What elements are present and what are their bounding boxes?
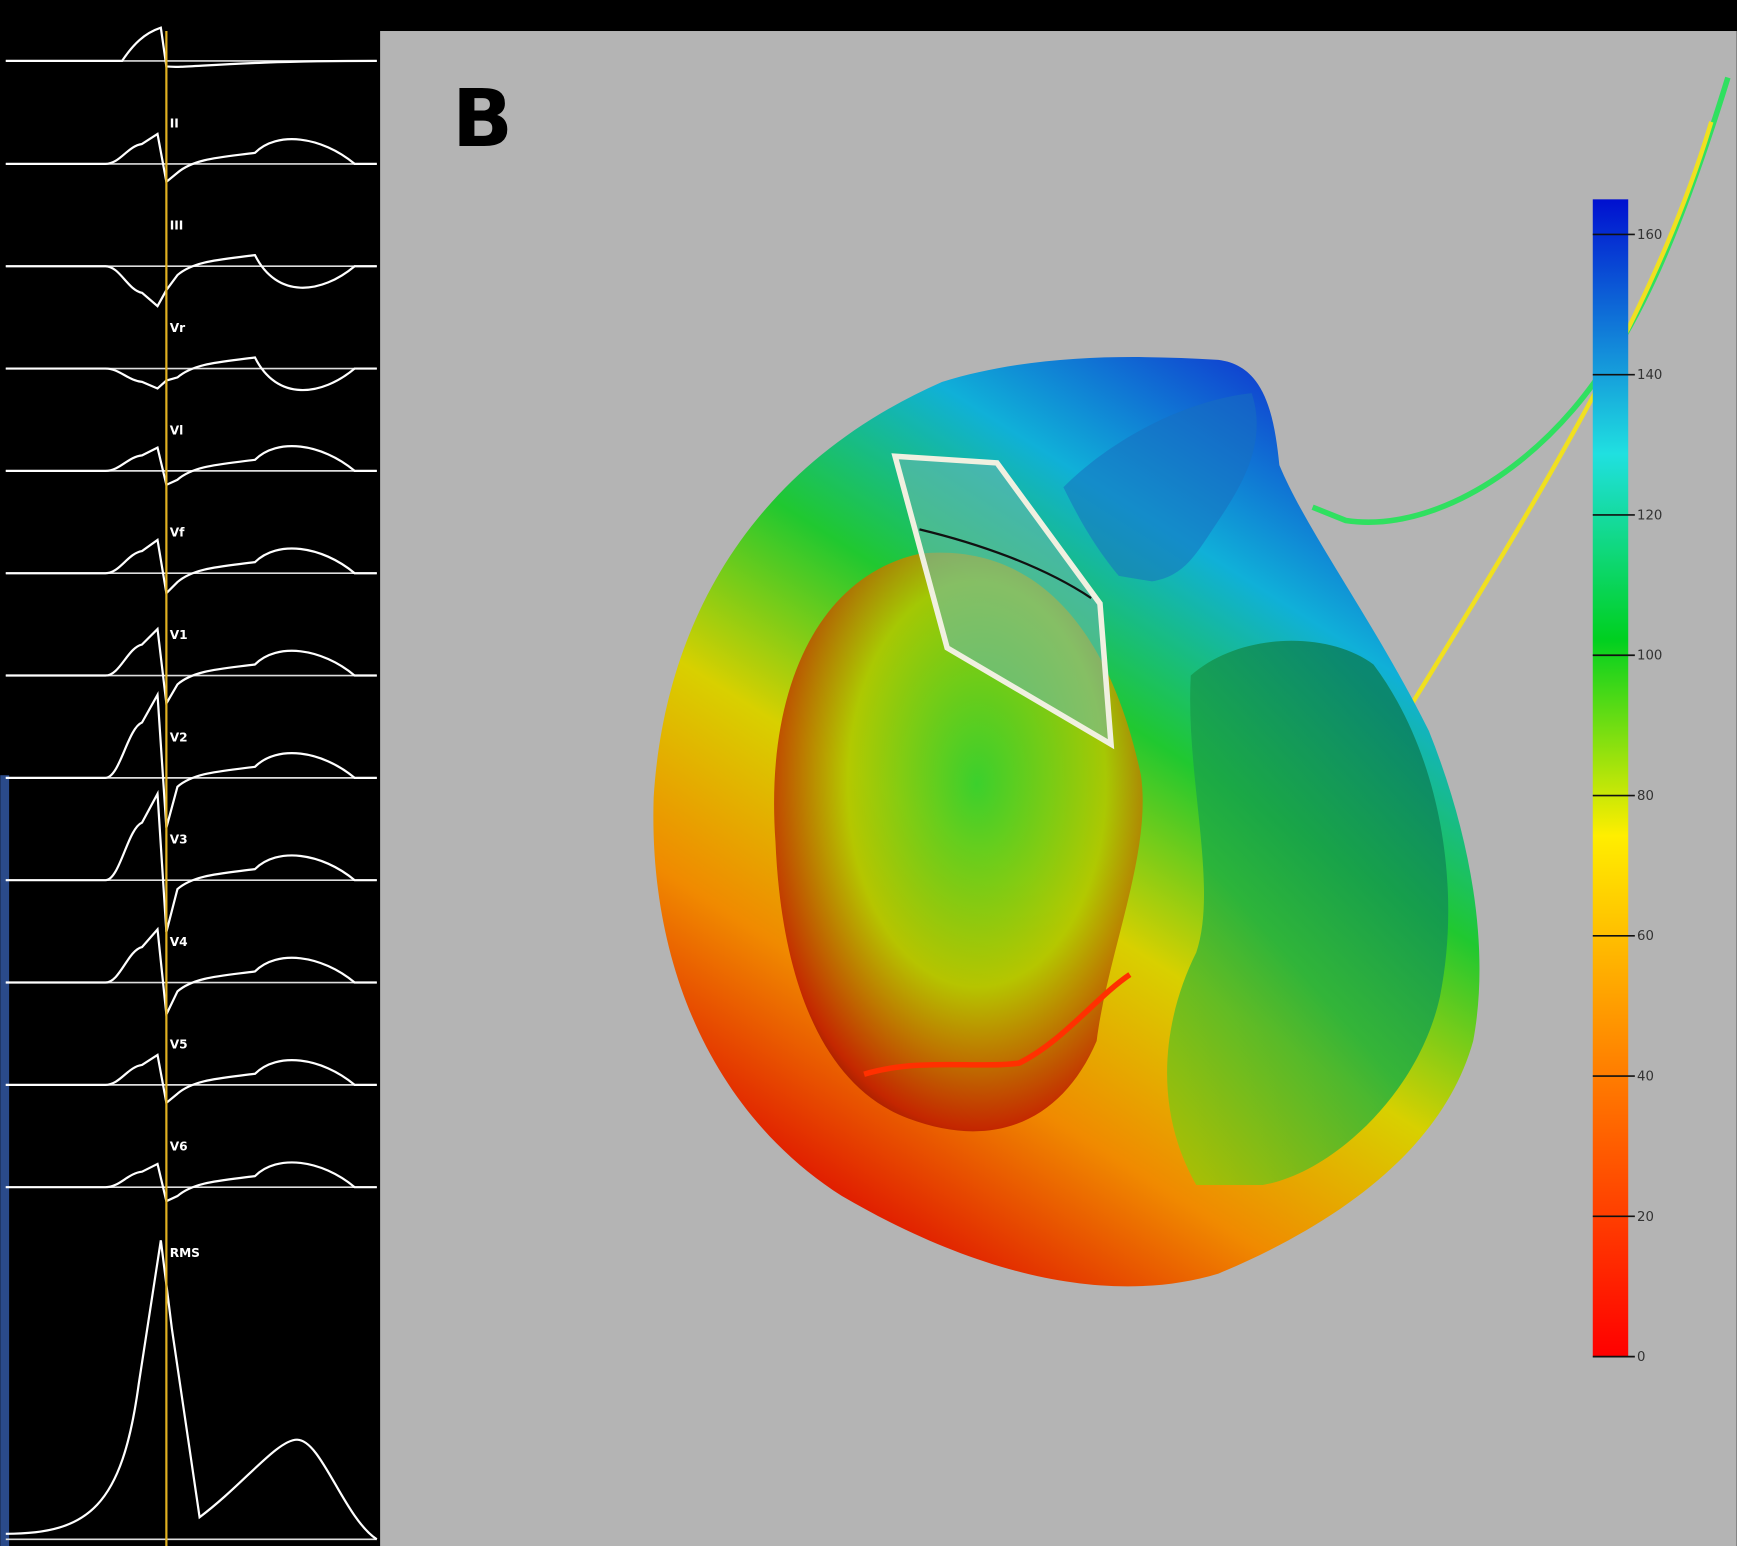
colorbar-tick-label: 120 (1637, 508, 1662, 523)
screen: B IIIIIVrVlVfV1V2V3V4V5V6RMS 02040608010… (0, 0, 1737, 1546)
colorbar-tick-label: 20 (1637, 1210, 1654, 1225)
lead-label: Vf (170, 526, 185, 540)
lead-label: V4 (170, 935, 188, 949)
colorbar-tick-label: 60 (1637, 929, 1654, 944)
panel-label: B (452, 72, 513, 165)
lead-label: RMS (170, 1246, 200, 1260)
lead-label: III (170, 219, 184, 233)
lead-label: Vl (170, 423, 184, 437)
lead-label: V6 (170, 1140, 188, 1154)
lead-label: V1 (170, 628, 188, 642)
lead-label: V2 (170, 730, 188, 744)
colorbar-tick-label: 100 (1637, 649, 1662, 664)
colorbar-tick-label: 40 (1637, 1070, 1654, 1085)
lead-label: II (170, 116, 179, 130)
lead-label: V5 (170, 1037, 188, 1051)
lead-label: Vr (170, 321, 185, 335)
lead-label: V3 (170, 833, 188, 847)
colorbar-tick-label: 0 (1637, 1350, 1645, 1365)
colorbar-tick-label: 80 (1637, 789, 1654, 804)
colorbar (1593, 199, 1628, 1356)
colorbar-tick-label: 160 (1637, 228, 1662, 243)
colorbar-tick-label: 140 (1637, 368, 1662, 383)
edge-strip (0, 775, 9, 1546)
page: {"panel_label":"B", "ecg":{"leads":["II"… (0, 0, 1737, 1546)
